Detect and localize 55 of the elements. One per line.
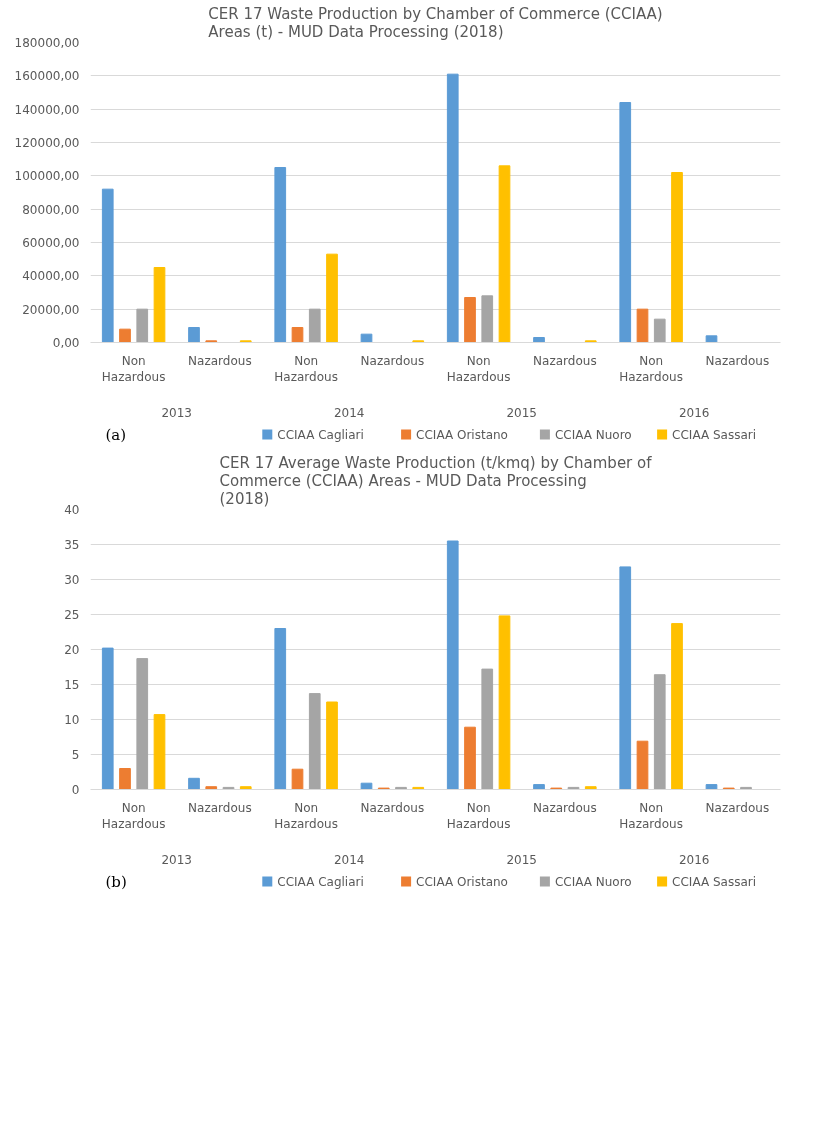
y-tick-label: 0 [71, 783, 80, 797]
text: 2014 [333, 852, 365, 867]
x-tick-label: Nazardous [360, 800, 425, 815]
x-tick-label: Non Hazardous [619, 353, 683, 385]
chart-title: CER 17 Waste Production by Chamber of Commerce (CCIAA) Areas (t) - MUD Data Processing (2018) [208, 4, 663, 41]
x-tick-label: Non Hazardous [619, 800, 683, 832]
text: 2013 [161, 852, 193, 867]
x-tick-label: Nazardous [533, 353, 597, 368]
y-tick-label: 40000,00 [22, 269, 80, 284]
x-tick-label: Non Hazardous [101, 800, 166, 832]
y-tick-label: 140000,00 [14, 102, 80, 117]
legend-label: CCIAA Oristano [416, 874, 508, 889]
text: 2015 [506, 405, 538, 420]
chart-title: CER 17 Average Waste Production (t/kmq) by Chamber of Commerce (CCIAA) Areas - MUD Data Processing (2018) [219, 453, 653, 508]
legend-label: CCIAA Cagliari [277, 874, 364, 889]
legend-label: CCIAA Sassari [672, 427, 757, 442]
text: 2016 [678, 852, 710, 867]
x-tick-label: Nazardous [705, 800, 770, 815]
y-tick-label: 35 [64, 538, 80, 552]
y-tick-label: 5 [71, 748, 80, 762]
text: 2016 [678, 405, 710, 420]
text: (b) [105, 872, 127, 891]
text: 2015 [506, 852, 538, 867]
y-tick-label: 40 [64, 503, 80, 517]
y-tick-label: 160000,00 [14, 69, 80, 84]
y-tick-label: 180000,00 [14, 36, 80, 50]
legend-label: CCIAA Oristano [416, 427, 508, 442]
y-tick-label: 60000,00 [22, 236, 80, 250]
y-tick-label: 120000,00 [14, 136, 80, 150]
x-tick-label: Non Hazardous [274, 800, 338, 832]
text: (a) [105, 425, 127, 444]
x-tick-label: Non Hazardous [274, 353, 338, 385]
y-tick-label: 10 [64, 713, 80, 727]
x-tick-label: Nazardous [705, 353, 770, 368]
x-tick-label: Nazardous [533, 800, 597, 815]
legend-label: CCIAA Nuoro [554, 874, 632, 889]
legend-label: CCIAA Nuoro [554, 427, 632, 442]
y-tick-label: 25 [64, 608, 80, 622]
x-tick-label: Nazardous [360, 353, 425, 368]
y-tick-label: 30 [64, 573, 80, 587]
y-tick-label: 20000,00 [22, 302, 80, 317]
x-tick-label: Non Hazardous [446, 800, 511, 832]
legend-label: CCIAA Sassari [672, 874, 757, 889]
x-tick-label: Nazardous [188, 353, 252, 368]
x-tick-label: Non Hazardous [101, 353, 166, 385]
y-tick-label: 15 [64, 678, 80, 692]
text: 2013 [161, 405, 193, 420]
legend-label: CCIAA Cagliari [277, 427, 364, 442]
y-tick-label: 0,00 [52, 336, 80, 350]
y-tick-label: 100000,00 [14, 169, 80, 184]
x-tick-label: Non Hazardous [446, 353, 511, 385]
text: 2014 [333, 405, 365, 420]
y-tick-label: 20 [64, 643, 80, 657]
x-tick-label: Nazardous [188, 800, 252, 815]
y-tick-label: 80000,00 [22, 202, 80, 217]
